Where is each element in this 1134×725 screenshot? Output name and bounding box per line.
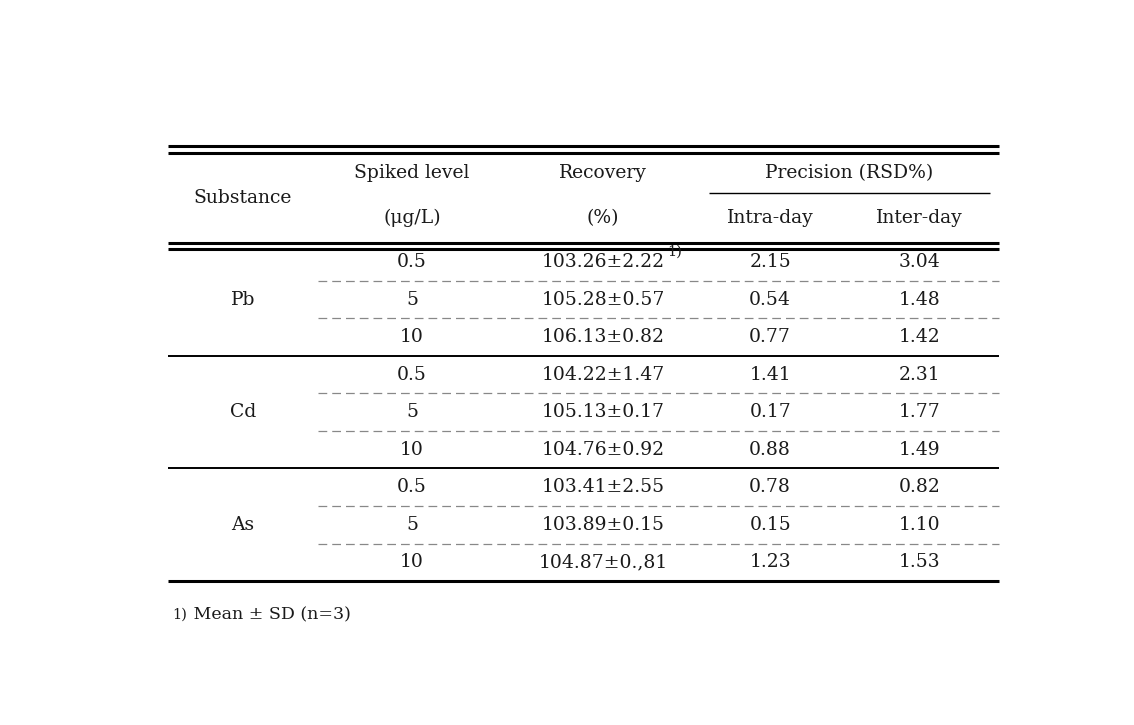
Text: 0.88: 0.88 (750, 441, 792, 459)
Text: 0.78: 0.78 (750, 478, 792, 496)
Text: 0.5: 0.5 (397, 365, 426, 384)
Text: 1.10: 1.10 (899, 515, 940, 534)
Text: 1): 1) (172, 608, 187, 621)
Text: 1.49: 1.49 (899, 441, 940, 459)
Text: 104.87±0.,81: 104.87±0.,81 (539, 553, 668, 571)
Text: 103.41±2.55: 103.41±2.55 (542, 478, 665, 496)
Text: 105.13±0.17: 105.13±0.17 (542, 403, 665, 421)
Text: 1): 1) (667, 245, 683, 259)
Text: 0.17: 0.17 (750, 403, 792, 421)
Text: 2.31: 2.31 (899, 365, 940, 384)
Text: 0.5: 0.5 (397, 478, 426, 496)
Text: 3.04: 3.04 (898, 253, 940, 271)
Text: 5: 5 (406, 403, 418, 421)
Text: 103.89±0.15: 103.89±0.15 (542, 515, 665, 534)
Text: 103.26±2.22: 103.26±2.22 (542, 253, 665, 271)
Text: 1.53: 1.53 (899, 553, 940, 571)
Text: 0.77: 0.77 (750, 328, 792, 346)
Text: 10: 10 (400, 553, 424, 571)
Text: 5: 5 (406, 515, 418, 534)
Text: 0.15: 0.15 (750, 515, 792, 534)
Text: Precision (RSD%): Precision (RSD%) (765, 165, 933, 182)
Text: 2.15: 2.15 (750, 253, 792, 271)
Text: Recovery: Recovery (559, 165, 648, 182)
Text: Substance: Substance (194, 189, 293, 207)
Text: 10: 10 (400, 441, 424, 459)
Text: 1.77: 1.77 (898, 403, 940, 421)
Text: (μg/L): (μg/L) (383, 209, 441, 228)
Text: 10: 10 (400, 328, 424, 346)
Text: 0.54: 0.54 (750, 291, 792, 309)
Text: 0.82: 0.82 (898, 478, 940, 496)
Text: 1.41: 1.41 (750, 365, 790, 384)
Text: 104.76±0.92: 104.76±0.92 (542, 441, 665, 459)
Text: 105.28±0.57: 105.28±0.57 (541, 291, 665, 309)
Text: Spiked level: Spiked level (354, 165, 469, 182)
Text: 1.23: 1.23 (750, 553, 790, 571)
Text: 1.42: 1.42 (898, 328, 940, 346)
Text: As: As (231, 515, 254, 534)
Text: Mean ± SD (n=3): Mean ± SD (n=3) (188, 606, 352, 623)
Text: 0.5: 0.5 (397, 253, 426, 271)
Text: Pb: Pb (230, 291, 255, 309)
Text: 1.48: 1.48 (898, 291, 940, 309)
Text: 104.22±1.47: 104.22±1.47 (542, 365, 665, 384)
Text: 5: 5 (406, 291, 418, 309)
Text: Intra-day: Intra-day (727, 210, 813, 227)
Text: 106.13±0.82: 106.13±0.82 (542, 328, 665, 346)
Text: Cd: Cd (230, 403, 256, 421)
Text: Inter-day: Inter-day (877, 210, 963, 227)
Text: (%): (%) (587, 210, 619, 227)
